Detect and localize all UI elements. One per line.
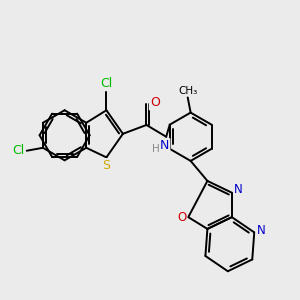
Text: N: N [256,224,265,237]
Text: O: O [150,96,160,110]
Text: N: N [234,183,243,196]
Text: Cl: Cl [12,144,24,157]
Text: Cl: Cl [100,77,112,90]
Text: S: S [102,159,110,172]
Text: CH₃: CH₃ [178,86,197,96]
Text: N: N [160,139,169,152]
Text: H: H [152,144,160,154]
Text: O: O [177,211,186,224]
